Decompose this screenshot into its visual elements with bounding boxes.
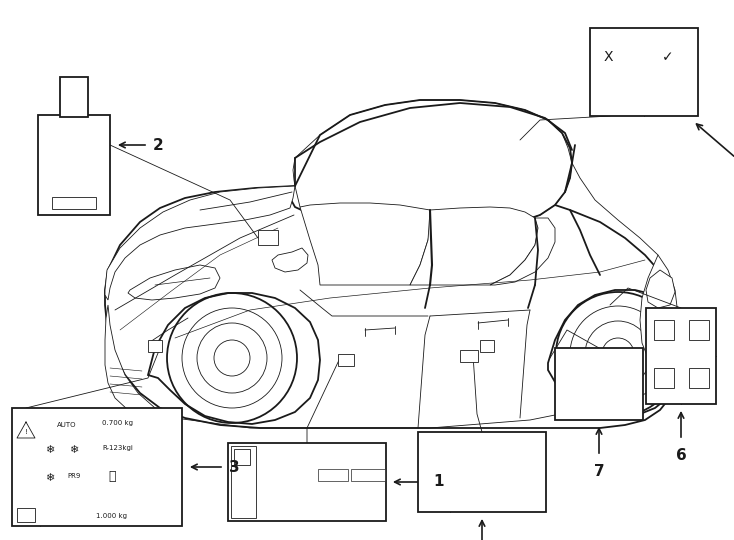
Text: ❄: ❄: [46, 445, 55, 455]
Polygon shape: [105, 182, 680, 428]
Polygon shape: [272, 248, 308, 272]
Bar: [646, 308, 716, 404]
Text: 6: 6: [675, 448, 686, 463]
Polygon shape: [128, 265, 220, 300]
Polygon shape: [640, 255, 678, 360]
Text: 1: 1: [433, 475, 443, 489]
Bar: [480, 340, 494, 352]
Text: AUTO: AUTO: [57, 422, 77, 428]
Polygon shape: [410, 207, 538, 285]
Bar: [234, 449, 250, 465]
Polygon shape: [148, 293, 320, 424]
Bar: [418, 432, 546, 512]
Bar: [12, 408, 182, 526]
Text: ❄: ❄: [46, 473, 55, 483]
Bar: [338, 354, 354, 366]
Bar: [228, 443, 386, 521]
Text: 1.000 kg: 1.000 kg: [96, 513, 128, 519]
Text: ✓: ✓: [662, 50, 674, 64]
Bar: [654, 368, 674, 388]
Bar: [351, 469, 385, 481]
Bar: [555, 348, 643, 420]
Text: 7: 7: [594, 464, 604, 479]
Bar: [60, 77, 88, 117]
Polygon shape: [300, 203, 432, 285]
Polygon shape: [105, 305, 175, 418]
Text: 2: 2: [153, 138, 164, 152]
Polygon shape: [646, 270, 675, 308]
Bar: [689, 320, 709, 340]
Bar: [590, 28, 698, 116]
Polygon shape: [290, 100, 572, 234]
Text: 0.700 kg: 0.700 kg: [101, 420, 133, 426]
Bar: [318, 469, 348, 481]
Bar: [52, 197, 96, 209]
Bar: [460, 350, 478, 362]
Text: PR9: PR9: [67, 473, 81, 479]
Text: !: !: [24, 429, 27, 435]
Bar: [654, 320, 674, 340]
Bar: [258, 230, 278, 245]
Bar: [38, 115, 110, 215]
Bar: [148, 340, 162, 352]
Bar: [17, 508, 35, 522]
Polygon shape: [105, 186, 295, 300]
Bar: [231, 446, 256, 518]
Polygon shape: [490, 218, 555, 285]
Text: 🚗: 🚗: [108, 469, 116, 483]
Bar: [689, 368, 709, 388]
Text: X: X: [603, 50, 613, 64]
Text: 3: 3: [229, 460, 239, 475]
Text: ❄: ❄: [69, 445, 79, 455]
Text: R-123kgi: R-123kgi: [102, 445, 133, 451]
Polygon shape: [548, 290, 685, 418]
